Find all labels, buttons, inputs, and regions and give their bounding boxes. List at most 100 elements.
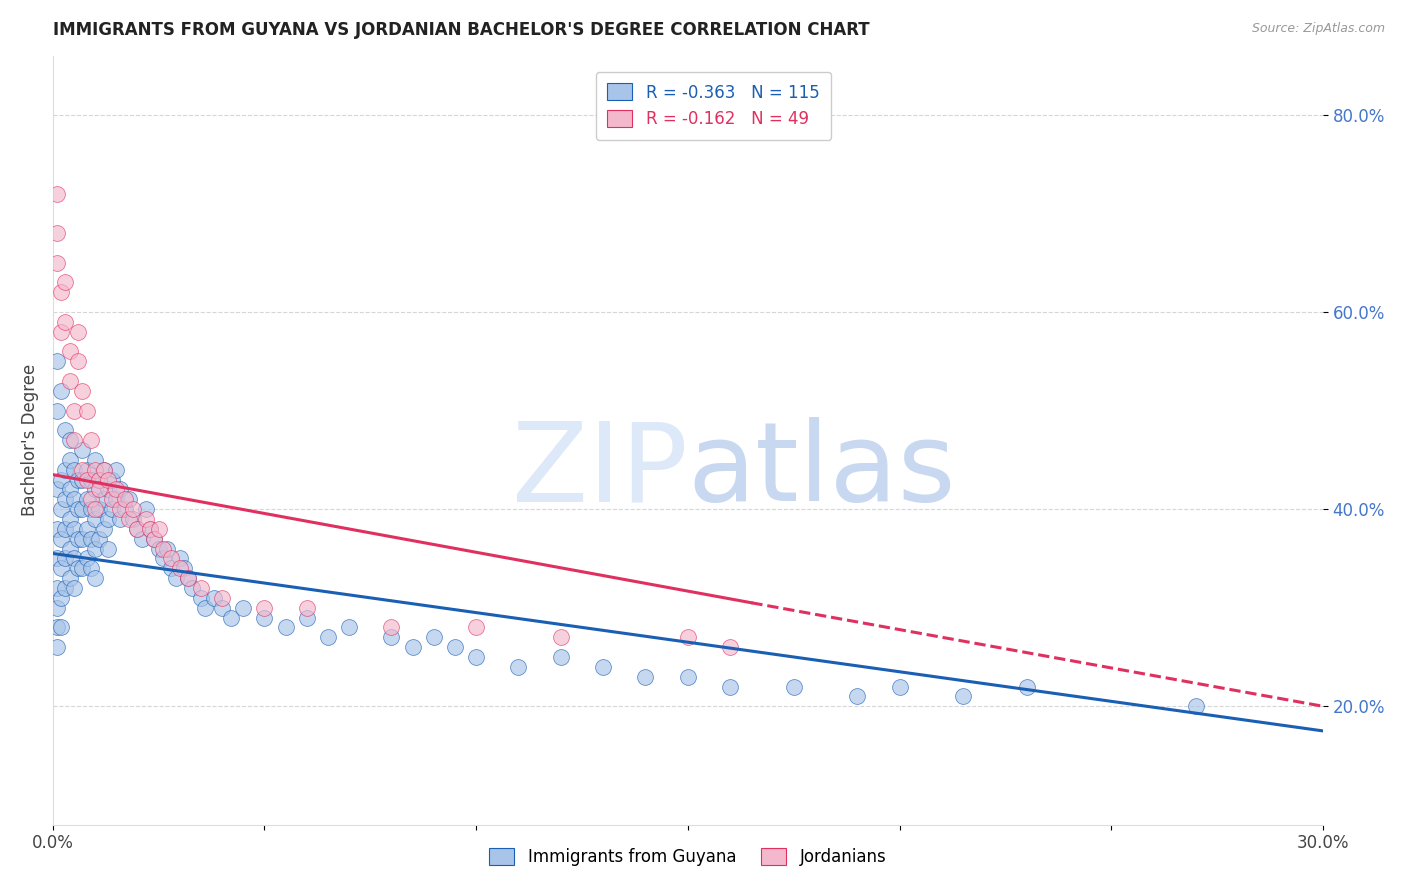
Point [101, 502, 124, 516]
Point [211, 591, 233, 605]
Point [423, 630, 446, 644]
Point [105, 463, 128, 477]
Point [337, 620, 360, 634]
Point [114, 492, 136, 507]
Point [46, 186, 69, 201]
Point [51, 325, 73, 339]
Point [135, 512, 157, 526]
Point [59, 452, 82, 467]
Point [55, 522, 77, 536]
Point [101, 492, 124, 507]
Point [508, 660, 530, 674]
Point [380, 630, 402, 644]
Point [118, 492, 141, 507]
Point [127, 522, 149, 536]
Point [72, 473, 94, 487]
Point [105, 492, 128, 507]
Point [46, 581, 69, 595]
Point [46, 620, 69, 634]
Text: ZIP: ZIP [512, 417, 688, 524]
Point [80, 433, 103, 447]
Point [55, 315, 77, 329]
Point [89, 532, 111, 546]
Point [67, 325, 90, 339]
Point [63, 463, 86, 477]
Point [51, 502, 73, 516]
Point [465, 620, 488, 634]
Legend: Immigrants from Guyana, Jordanians: Immigrants from Guyana, Jordanians [478, 836, 898, 878]
Point [550, 650, 572, 665]
Point [169, 551, 191, 566]
Point [97, 473, 120, 487]
Point [316, 630, 339, 644]
Point [110, 483, 132, 497]
Point [89, 483, 111, 497]
Point [89, 473, 111, 487]
Point [101, 473, 124, 487]
Point [84, 571, 107, 585]
Point [253, 610, 276, 624]
Point [46, 522, 69, 536]
Point [676, 630, 699, 644]
Point [55, 463, 77, 477]
Point [55, 551, 77, 566]
Point [181, 581, 204, 595]
Point [110, 502, 132, 516]
Point [59, 374, 82, 388]
Point [59, 344, 82, 359]
Point [72, 442, 94, 457]
Point [219, 610, 242, 624]
Point [80, 561, 103, 575]
Point [46, 483, 69, 497]
Point [173, 561, 195, 575]
Point [122, 502, 145, 516]
Point [63, 522, 86, 536]
Point [89, 502, 111, 516]
Point [55, 492, 77, 507]
Point [63, 433, 86, 447]
Point [72, 561, 94, 575]
Point [84, 463, 107, 477]
Point [46, 403, 69, 417]
Point [156, 541, 179, 556]
Point [63, 492, 86, 507]
Point [51, 591, 73, 605]
Point [118, 512, 141, 526]
Point [148, 541, 170, 556]
Point [380, 620, 402, 634]
Point [274, 620, 297, 634]
Point [51, 384, 73, 398]
Point [80, 502, 103, 516]
Point [46, 354, 69, 368]
Point [952, 690, 974, 704]
Point [59, 571, 82, 585]
Point [1015, 680, 1038, 694]
Point [122, 512, 145, 526]
Point [202, 591, 225, 605]
Point [465, 650, 488, 665]
Point [55, 423, 77, 437]
Point [160, 561, 183, 575]
Point [63, 551, 86, 566]
Point [46, 600, 69, 615]
Point [80, 492, 103, 507]
Point [1185, 699, 1208, 714]
Point [846, 690, 869, 704]
Point [63, 403, 86, 417]
Point [67, 502, 90, 516]
Point [676, 670, 699, 684]
Point [80, 473, 103, 487]
Point [718, 640, 741, 654]
Point [51, 532, 73, 546]
Point [89, 473, 111, 487]
Point [46, 640, 69, 654]
Point [76, 463, 98, 477]
Point [139, 522, 162, 536]
Point [93, 463, 115, 477]
Point [782, 680, 804, 694]
Point [114, 502, 136, 516]
Point [67, 473, 90, 487]
Point [46, 255, 69, 269]
Point [67, 532, 90, 546]
Point [63, 581, 86, 595]
